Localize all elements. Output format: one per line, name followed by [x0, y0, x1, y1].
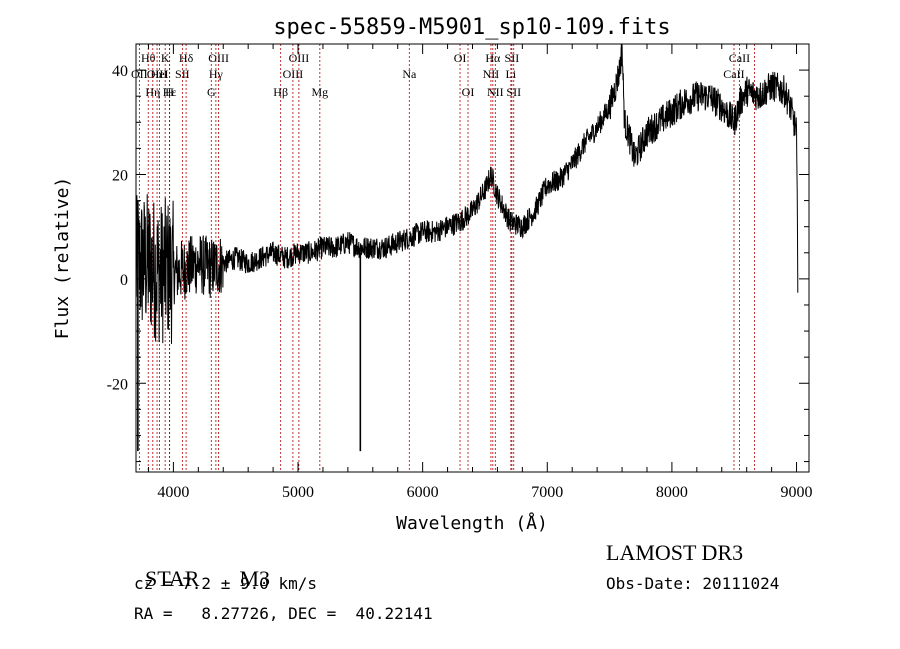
line-marker-label: OIII — [283, 67, 304, 81]
line-marker-label: SII — [506, 85, 521, 99]
x-tick-label: 6000 — [407, 484, 439, 501]
x-tick-label: 4000 — [157, 484, 189, 501]
line-marker-label: SII — [505, 51, 520, 65]
line-marker-label: OI — [462, 85, 475, 99]
line-marker-label: Na — [402, 67, 417, 81]
line-marker-label: Hθ — [141, 51, 156, 65]
line-marker-label: G — [207, 85, 216, 99]
y-axis-label: Flux (relative) — [52, 177, 73, 340]
coordinates-text: RA = 8.27726, DEC = 40.22141 — [134, 604, 433, 623]
line-marker-label: NII — [487, 85, 504, 99]
y-tick-label: 20 — [112, 167, 128, 184]
y-tick-label: 40 — [112, 63, 128, 80]
y-tick-label: -20 — [107, 376, 128, 393]
line-marker-label: CaII — [723, 67, 744, 81]
line-marker-label: Mg — [311, 85, 328, 99]
line-marker-label: Hγ — [209, 67, 224, 81]
spectrum-series — [135, 43, 799, 452]
x-tick-label: 5000 — [282, 484, 314, 501]
y-tick-label: 0 — [120, 272, 128, 289]
x-tick-label: 7000 — [531, 484, 563, 501]
line-marker-label: OII — [131, 67, 148, 81]
line-marker-label: OIII — [289, 51, 310, 65]
line-marker-label: K — [161, 51, 170, 65]
redshift-text: cz = 7.2 ± 9.0 km/s — [134, 574, 318, 593]
x-axis-label: Wavelength (Å) — [396, 512, 548, 534]
line-marker-label: OIII — [147, 67, 168, 81]
line-marker-label: SII — [175, 67, 190, 81]
line-marker-label: Hβ — [273, 85, 288, 99]
line-marker-label: HeI — [151, 67, 169, 81]
line-marker-label: H — [165, 85, 174, 99]
subclass-label: M3 — [239, 566, 271, 591]
chart-title: spec-55859-M5901_sp10-109.fits — [273, 15, 670, 40]
object-class: STAR M3 — [134, 540, 270, 592]
line-marker-label: Hδ — [179, 51, 194, 65]
line-marker-label: OIII — [208, 51, 229, 65]
survey-label: LAMOST DR3 — [606, 540, 744, 565]
axes: 4000 5000 6000 7000 8000 9000 -20 0 20 40 — [107, 43, 813, 501]
obs-date-text: Obs-Date: 20111024 — [606, 574, 780, 593]
plot-frame — [135, 43, 810, 473]
line-marker-label: Hη — [145, 85, 160, 99]
x-tick-label: 8000 — [656, 484, 688, 501]
line-marker-label: NII — [483, 67, 500, 81]
class-label: STAR — [145, 566, 200, 591]
x-tick-label: 9000 — [781, 484, 813, 501]
line-marker-label: Li — [506, 67, 517, 81]
line-marker-label: CaII — [729, 51, 750, 65]
line-marker-label: Hα — [485, 51, 501, 65]
line-marker-label: OI — [454, 51, 467, 65]
spectrum-line — [135, 43, 799, 344]
